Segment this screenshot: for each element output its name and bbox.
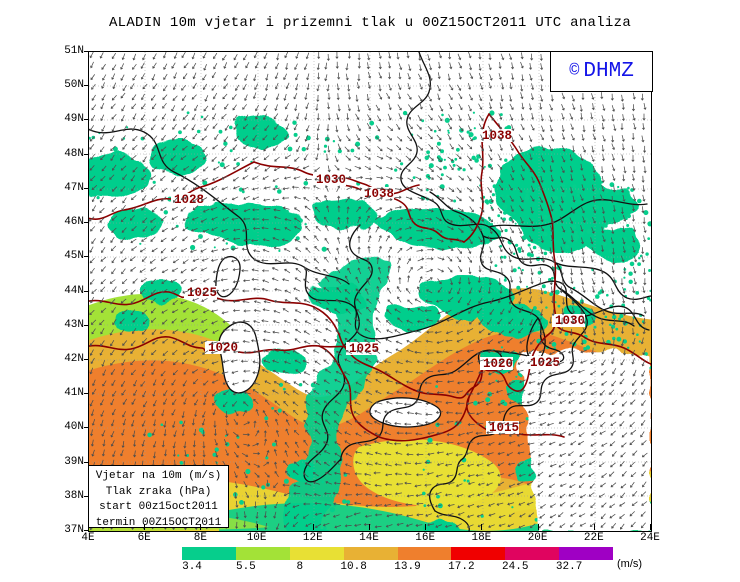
svg-text:1020: 1020: [483, 357, 513, 371]
svg-text:1025: 1025: [530, 356, 560, 370]
svg-text:1025: 1025: [349, 342, 379, 356]
svg-text:1025: 1025: [187, 286, 217, 300]
svg-text:1030: 1030: [555, 314, 585, 328]
svg-text:1030: 1030: [316, 173, 346, 187]
svg-text:1028: 1028: [174, 193, 204, 207]
svg-text:1038: 1038: [482, 129, 512, 143]
